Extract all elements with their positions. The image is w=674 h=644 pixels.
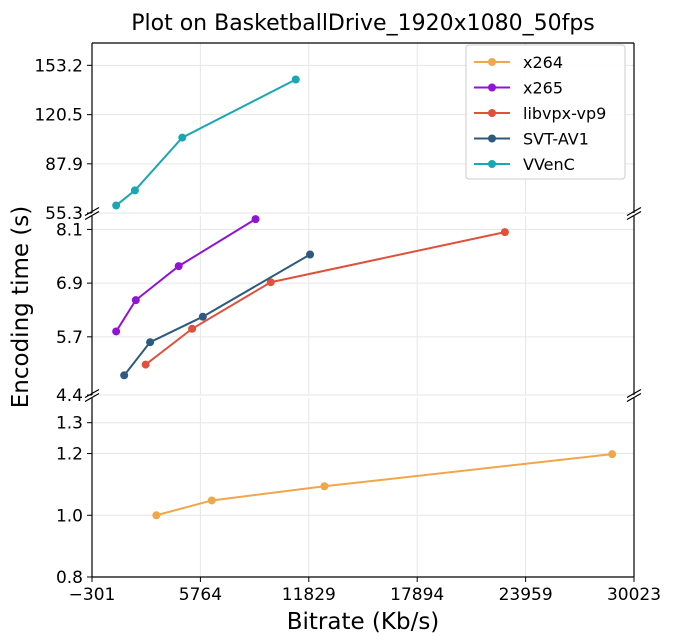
- data-point-VVenC-3: [291, 75, 300, 84]
- data-point-libvpx-vp9-3: [500, 228, 509, 237]
- axis-break-1-1-b: [626, 388, 642, 399]
- data-point-libvpx-vp9-1: [188, 324, 197, 333]
- y-tick-label-top-3: 153.2: [34, 56, 83, 76]
- data-point-libvpx-vp9-2: [266, 278, 275, 287]
- series-line-libvpx-vp9: [145, 231, 506, 366]
- axes-layer: 55.3 87.9 120.5 153.2 4.4 5.7 6.9 8.1 0.8 1.0 1.2 1…: [34, 42, 661, 605]
- axis-break-0-0-a: [84, 210, 100, 221]
- axis-break-0-0-b: [84, 206, 100, 217]
- x-tick-label-5: 30023: [607, 585, 661, 605]
- y-tick-label-bottom-2: 1.2: [56, 445, 83, 465]
- x-axis-label: Bitrate (Kb/s): [287, 609, 440, 635]
- chart-title: Plot on BasketballDrive_1920x1080_50fps: [131, 11, 595, 36]
- legend-marker-x265: [488, 83, 496, 92]
- data-point-SVT-AV1-3: [306, 250, 315, 259]
- series-line-SVT-AV1: [123, 253, 311, 376]
- legend-marker-x264: [488, 58, 496, 66]
- data-point-SVT-AV1-0: [120, 371, 129, 380]
- legend-label-x264: x264: [523, 53, 563, 72]
- legend-marker-libvpx-vp9: [488, 109, 496, 117]
- data-point-x264-3: [608, 450, 617, 459]
- series-layer: [112, 75, 617, 520]
- legend-box: [465, 44, 626, 180]
- axis-break-1-1-a: [626, 392, 642, 403]
- y-tick-label-bottom-3: 1.3: [56, 414, 83, 434]
- x-tick-label-2: 11829: [282, 585, 336, 605]
- data-point-SVT-AV1-2: [198, 312, 207, 321]
- data-point-VVenC-0: [112, 201, 121, 210]
- y-axis-label: Encoding time (s): [8, 206, 34, 409]
- y-tick-label-mid-3: 8.1: [56, 220, 83, 240]
- y-tick-label-bottom-0: 0.8: [56, 568, 83, 588]
- axis-break-0-1-b: [626, 206, 642, 217]
- legend-label-VVenC: VVenC: [523, 155, 575, 174]
- x-tick-label-1: 5764: [179, 585, 222, 605]
- y-tick-label-mid-0: 4.4: [56, 386, 83, 406]
- data-point-x264-1: [207, 496, 216, 505]
- y-tick-label-top-0: 55.3: [45, 204, 83, 224]
- axis-break-1-0-a: [84, 392, 100, 403]
- y-tick-label-top-2: 120.5: [34, 106, 83, 126]
- data-point-x265-0: [112, 327, 121, 336]
- y-tick-label-top-1: 87.9: [45, 155, 83, 175]
- series-line-x264: [156, 453, 613, 517]
- x-tick-label-3: 17894: [390, 585, 444, 605]
- data-point-x264-0: [152, 511, 161, 520]
- legend: x264 x265 libvpx-vp9 SVT-AV1 VVenC: [465, 44, 626, 180]
- y-tick-label-mid-1: 5.7: [56, 328, 83, 348]
- data-point-VVenC-1: [130, 186, 139, 195]
- legend-label-SVT-AV1: SVT-AV1: [523, 130, 589, 149]
- axis-break-0-1-a: [626, 210, 642, 221]
- series-line-VVenC: [115, 78, 297, 207]
- x-tick-label-4: 23959: [499, 585, 553, 605]
- data-point-SVT-AV1-1: [146, 338, 155, 347]
- y-tick-label-bottom-1: 1.0: [56, 506, 83, 526]
- data-point-x265-1: [131, 296, 140, 305]
- y-tick-label-mid-2: 6.9: [56, 274, 83, 294]
- legend-label-x265: x265: [523, 79, 563, 98]
- data-point-x265-3: [251, 215, 260, 224]
- axis-break-1-0-b: [84, 388, 100, 399]
- data-point-VVenC-2: [178, 133, 187, 142]
- legend-marker-SVT-AV1: [488, 134, 496, 143]
- data-point-x265-2: [174, 262, 183, 271]
- data-point-x264-2: [320, 482, 329, 491]
- legend-label-libvpx-vp9: libvpx-vp9: [523, 104, 606, 123]
- x-tick-label-0: −301: [69, 585, 116, 605]
- series-line-x265: [115, 218, 257, 332]
- data-point-libvpx-vp9-0: [141, 360, 150, 369]
- legend-marker-VVenC: [488, 160, 496, 168]
